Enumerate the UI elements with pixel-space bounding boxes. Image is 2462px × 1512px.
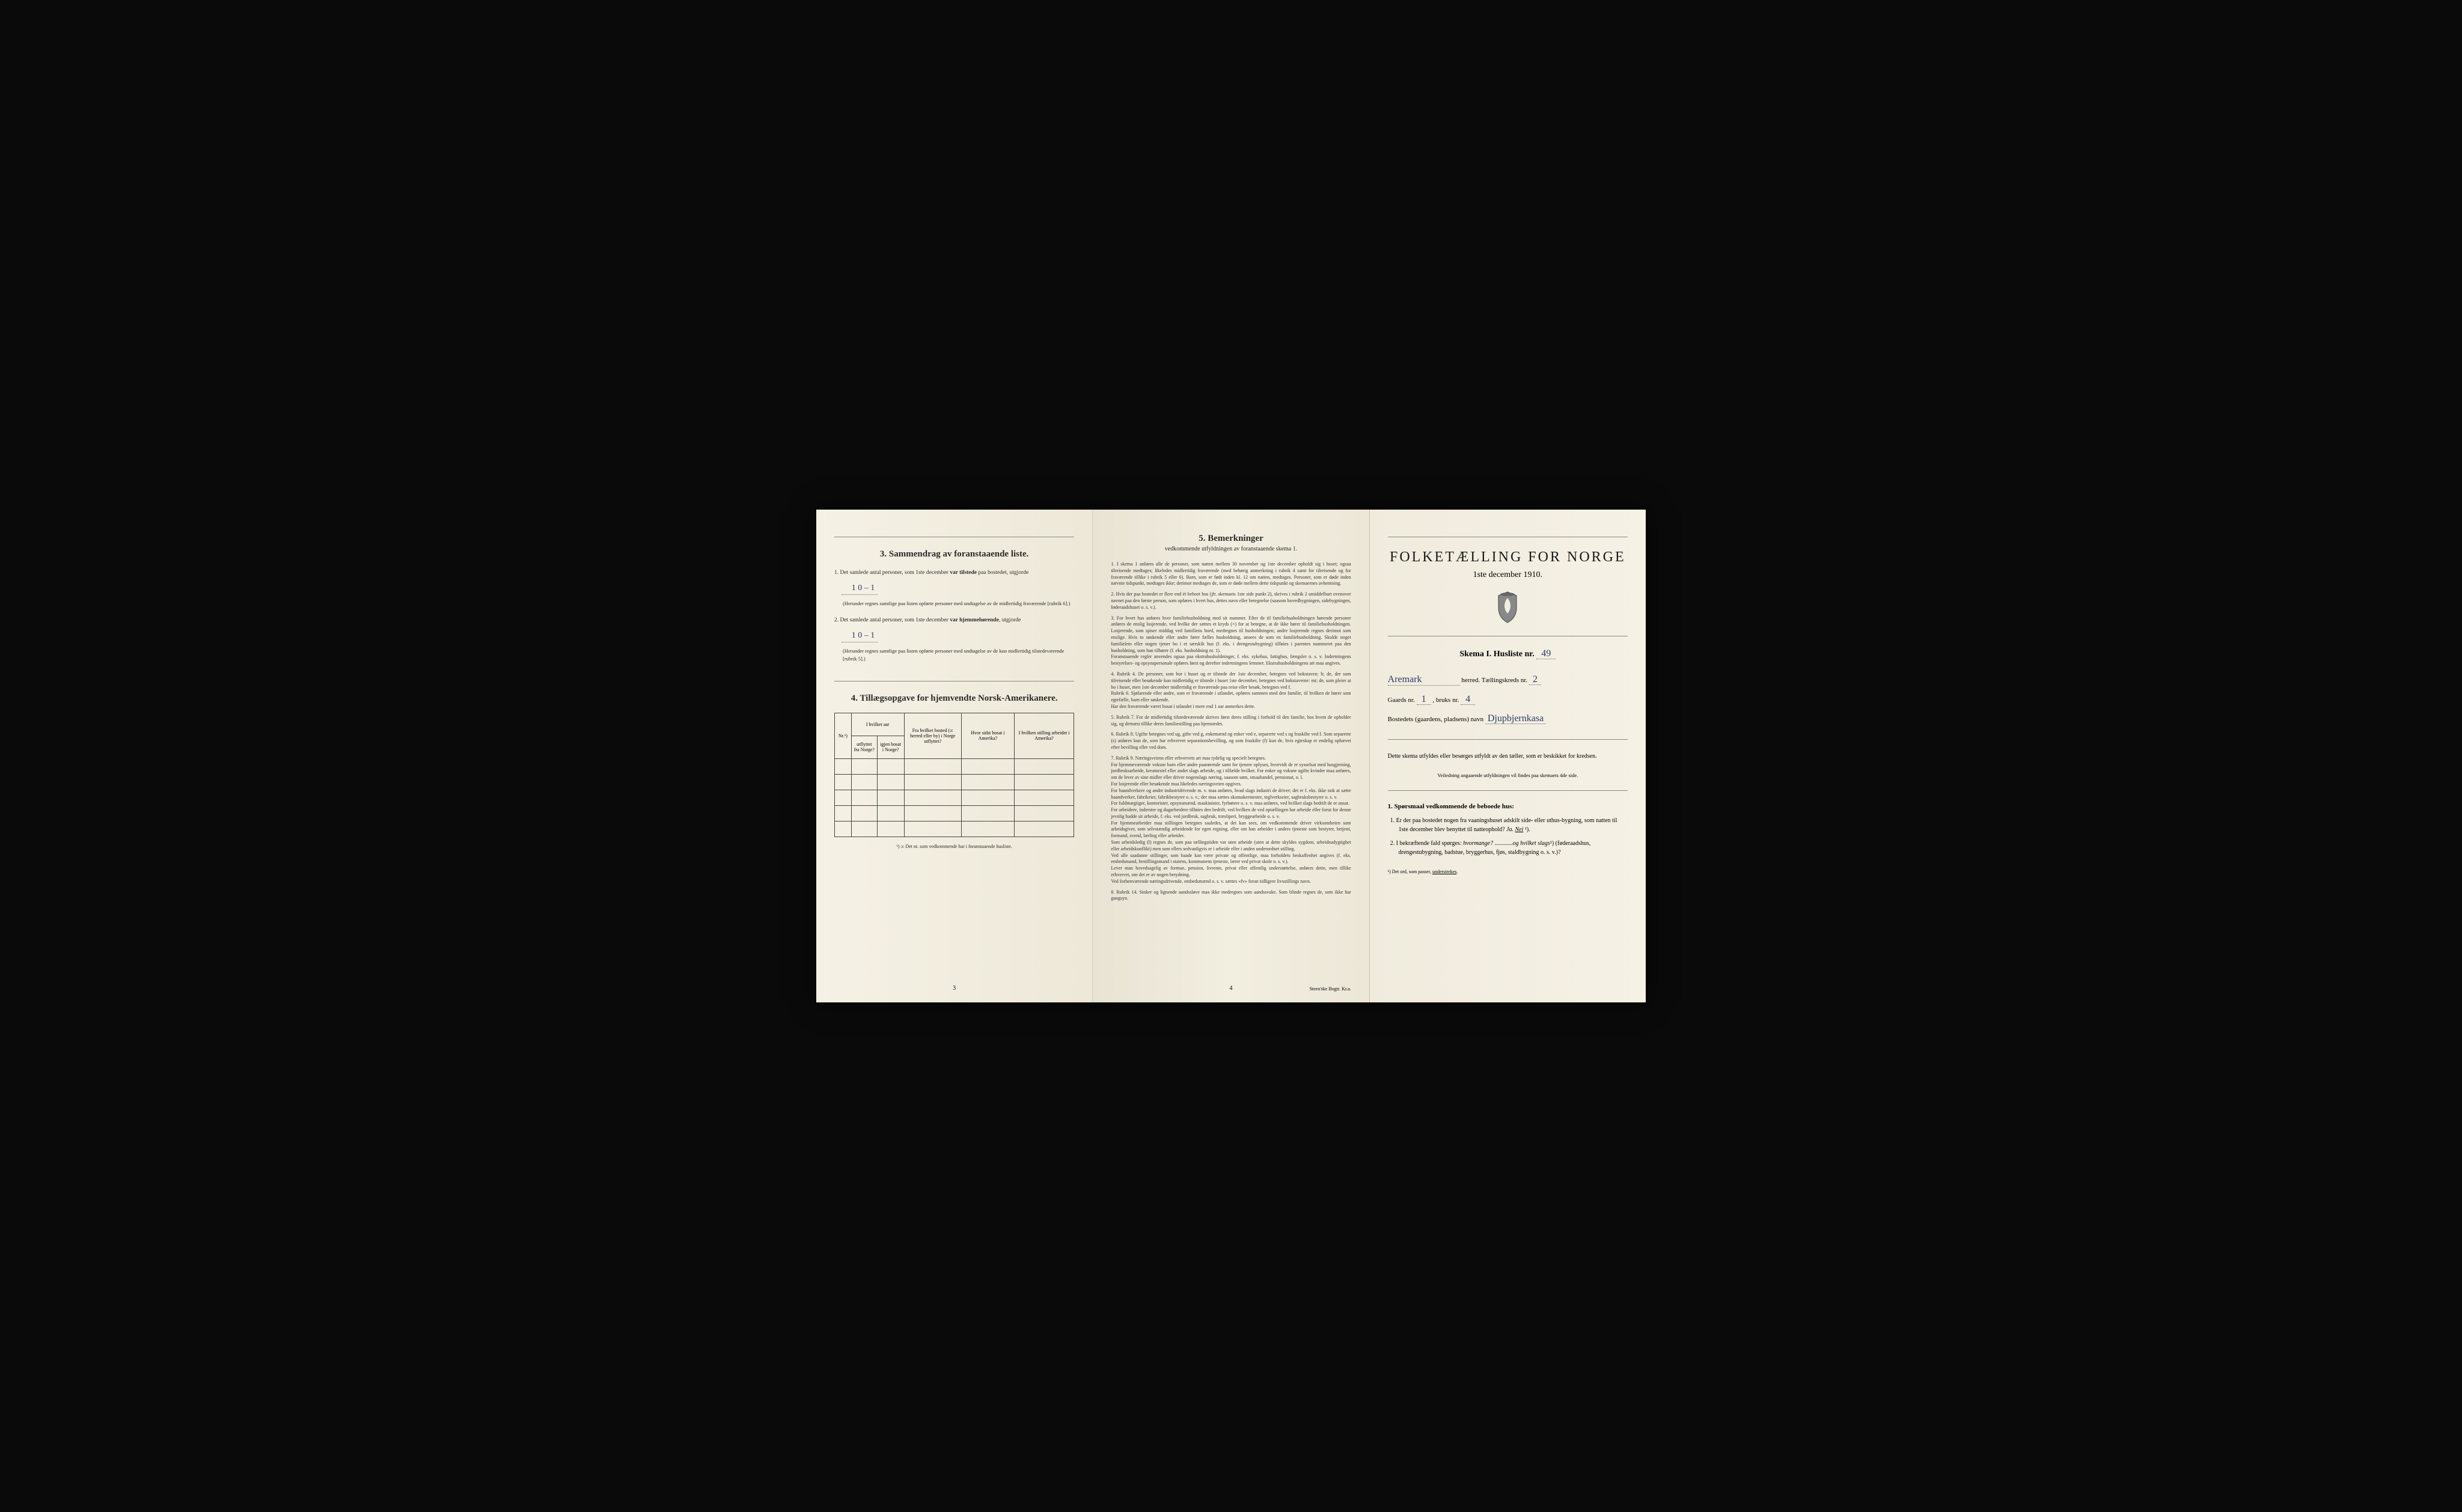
bruk-label: , bruks nr. <box>1432 697 1461 704</box>
page-title: FOLKETÆLLING FOR NORGE 1ste december 191… <box>1370 510 1646 1002</box>
section-4-title: 4. Tillægsopgave for hjemvendte Norsk-Am… <box>834 694 1074 704</box>
rule <box>1388 739 1628 740</box>
question-header: 1. Spørsmaal vedkommende de beboede hus: <box>1388 803 1628 810</box>
coat-of-arms-icon <box>1492 591 1523 624</box>
gaard-value: 1 <box>1417 694 1431 705</box>
table-row <box>835 774 1074 790</box>
question-1: 1. Er der paa bostedet nogen fra vaaning… <box>1399 816 1628 834</box>
instruction-text: Dette skema utfyldes eller besørges utfy… <box>1388 752 1628 761</box>
table-footnote: ¹) ɔ: Det nr. som vedkommende har i fora… <box>834 843 1074 850</box>
col-year-group: I hvilket aar <box>851 713 904 736</box>
summary-item-2: 2. Det samlede antal personer, som 1ste … <box>834 616 1074 624</box>
remark-item: 2. Hvis der paa bostedet er flere end ét… <box>1111 591 1351 611</box>
table-body <box>835 758 1074 837</box>
remark-item: 6. Rubrik 8. Ugifte betegnes ved ug, gif… <box>1111 731 1351 751</box>
page-3: 3. Sammendrag av foranstaaende liste. 1.… <box>816 510 1093 1002</box>
herred-label: herred. Tællingskreds nr. <box>1461 677 1529 684</box>
remark-item: 1. I skema 1 anføres alle de personer, s… <box>1111 561 1351 587</box>
document-spread: 3. Sammendrag av foranstaaende liste. 1.… <box>816 510 1646 1002</box>
col-where: Hvor sidst bosat i Amerika? <box>962 713 1015 758</box>
section-5-title: 5. Bemerkninger <box>1111 534 1351 544</box>
table-row <box>835 821 1074 837</box>
col-emigrated: utflyttet fra Norge? <box>851 736 877 758</box>
summary-item-1: 1. Det samlede antal personer, som 1ste … <box>834 569 1074 577</box>
bosted-label: Bostedets (gaardens, pladsens) navn <box>1388 716 1485 723</box>
gaard-label: Gaards nr. <box>1388 697 1417 704</box>
summary-item-2-value: 1 0 – 1 <box>834 629 1074 642</box>
col-returned: igjen bosat i Norge? <box>877 736 904 758</box>
footnote: ¹) Det ord, som passer, understrekes. <box>1388 869 1628 874</box>
census-title: FOLKETÆLLING FOR NORGE <box>1388 549 1628 565</box>
handwritten-value: 1 0 – 1 <box>842 582 878 595</box>
col-from: Fra hvilket bosted (ɔ: herred eller by) … <box>904 713 962 758</box>
remark-item: 8. Rubrik 14. Sinker og lignende aandssl… <box>1111 889 1351 903</box>
printer-mark: Steen'ske Bogtr. Kr.a. <box>1309 986 1351 992</box>
handwritten-value: 1 0 – 1 <box>842 629 878 642</box>
table-row <box>835 790 1074 805</box>
page-number: 4 <box>1229 985 1232 992</box>
section-5-subtitle: vedkommende utfyldningen av foranstaaend… <box>1111 546 1351 552</box>
remark-item: 3. For hvert hus anføres hver familiehus… <box>1111 615 1351 667</box>
rule <box>1388 790 1628 791</box>
sub-instruction: Veiledning angaaende utfyldningen vil fi… <box>1388 772 1628 779</box>
remark-item: 5. Rubrik 7. For de midlertidig tilstede… <box>1111 715 1351 728</box>
text-bold: var tilstede <box>950 570 977 576</box>
summary-item-2-note: (Herunder regnes samtlige paa listen opf… <box>843 647 1074 663</box>
emigrant-table: Nr.¹) I hvilket aar Fra hvilket bosted (… <box>834 713 1074 837</box>
skema-line: Skema I. Husliste nr. 49 <box>1388 648 1628 659</box>
herred-row: Aremark herred. Tællingskreds nr. 2 <box>1388 674 1628 686</box>
col-position: I hvilken stilling arbeidet i Amerika? <box>1014 713 1074 758</box>
page-4: 5. Bemerkninger vedkommende utfyldningen… <box>1093 510 1369 1002</box>
bosted-value: Djupbjernkasa <box>1485 713 1546 724</box>
bosted-row: Bostedets (gaardens, pladsens) navn Djup… <box>1388 713 1628 724</box>
herred-value: Aremark <box>1388 674 1422 684</box>
skema-label: Skema I. Husliste nr. <box>1459 650 1534 659</box>
text: , utgjorde <box>999 617 1021 623</box>
remark-item: 4. Rubrik 4. De personer, som bor i huse… <box>1111 671 1351 710</box>
text: 2. Det samlede antal personer, som 1ste … <box>834 617 950 623</box>
kreds-value: 2 <box>1529 674 1541 685</box>
question-2: 2. I bekræftende fald spørges: hvormange… <box>1399 839 1628 857</box>
text-bold: var hjemmehørende <box>950 617 999 623</box>
table-row <box>835 805 1074 821</box>
col-nr: Nr.¹) <box>835 713 852 758</box>
table-header-row: Nr.¹) I hvilket aar Fra hvilket bosted (… <box>835 713 1074 736</box>
gaard-row: Gaards nr. 1 , bruks nr. 4 <box>1388 694 1628 705</box>
census-date: 1ste december 1910. <box>1388 570 1628 580</box>
text: paa bostedet, utgjorde <box>977 570 1028 576</box>
husliste-nr: 49 <box>1536 648 1556 659</box>
remarks-list: 1. I skema 1 anføres alle de personer, s… <box>1111 561 1351 902</box>
section-3-title: 3. Sammendrag av foranstaaende liste. <box>834 549 1074 559</box>
summary-item-1-value: 1 0 – 1 <box>834 582 1074 595</box>
summary-item-1-note: (Herunder regnes samtlige paa listen opf… <box>843 600 1074 608</box>
bruk-value: 4 <box>1461 694 1475 705</box>
remark-item: 7. Rubrik 9. Næringsveiens eller erhverv… <box>1111 755 1351 885</box>
page-number: 3 <box>953 985 956 992</box>
table-row <box>835 758 1074 774</box>
text: 1. Det samlede antal personer, som 1ste … <box>834 570 950 576</box>
